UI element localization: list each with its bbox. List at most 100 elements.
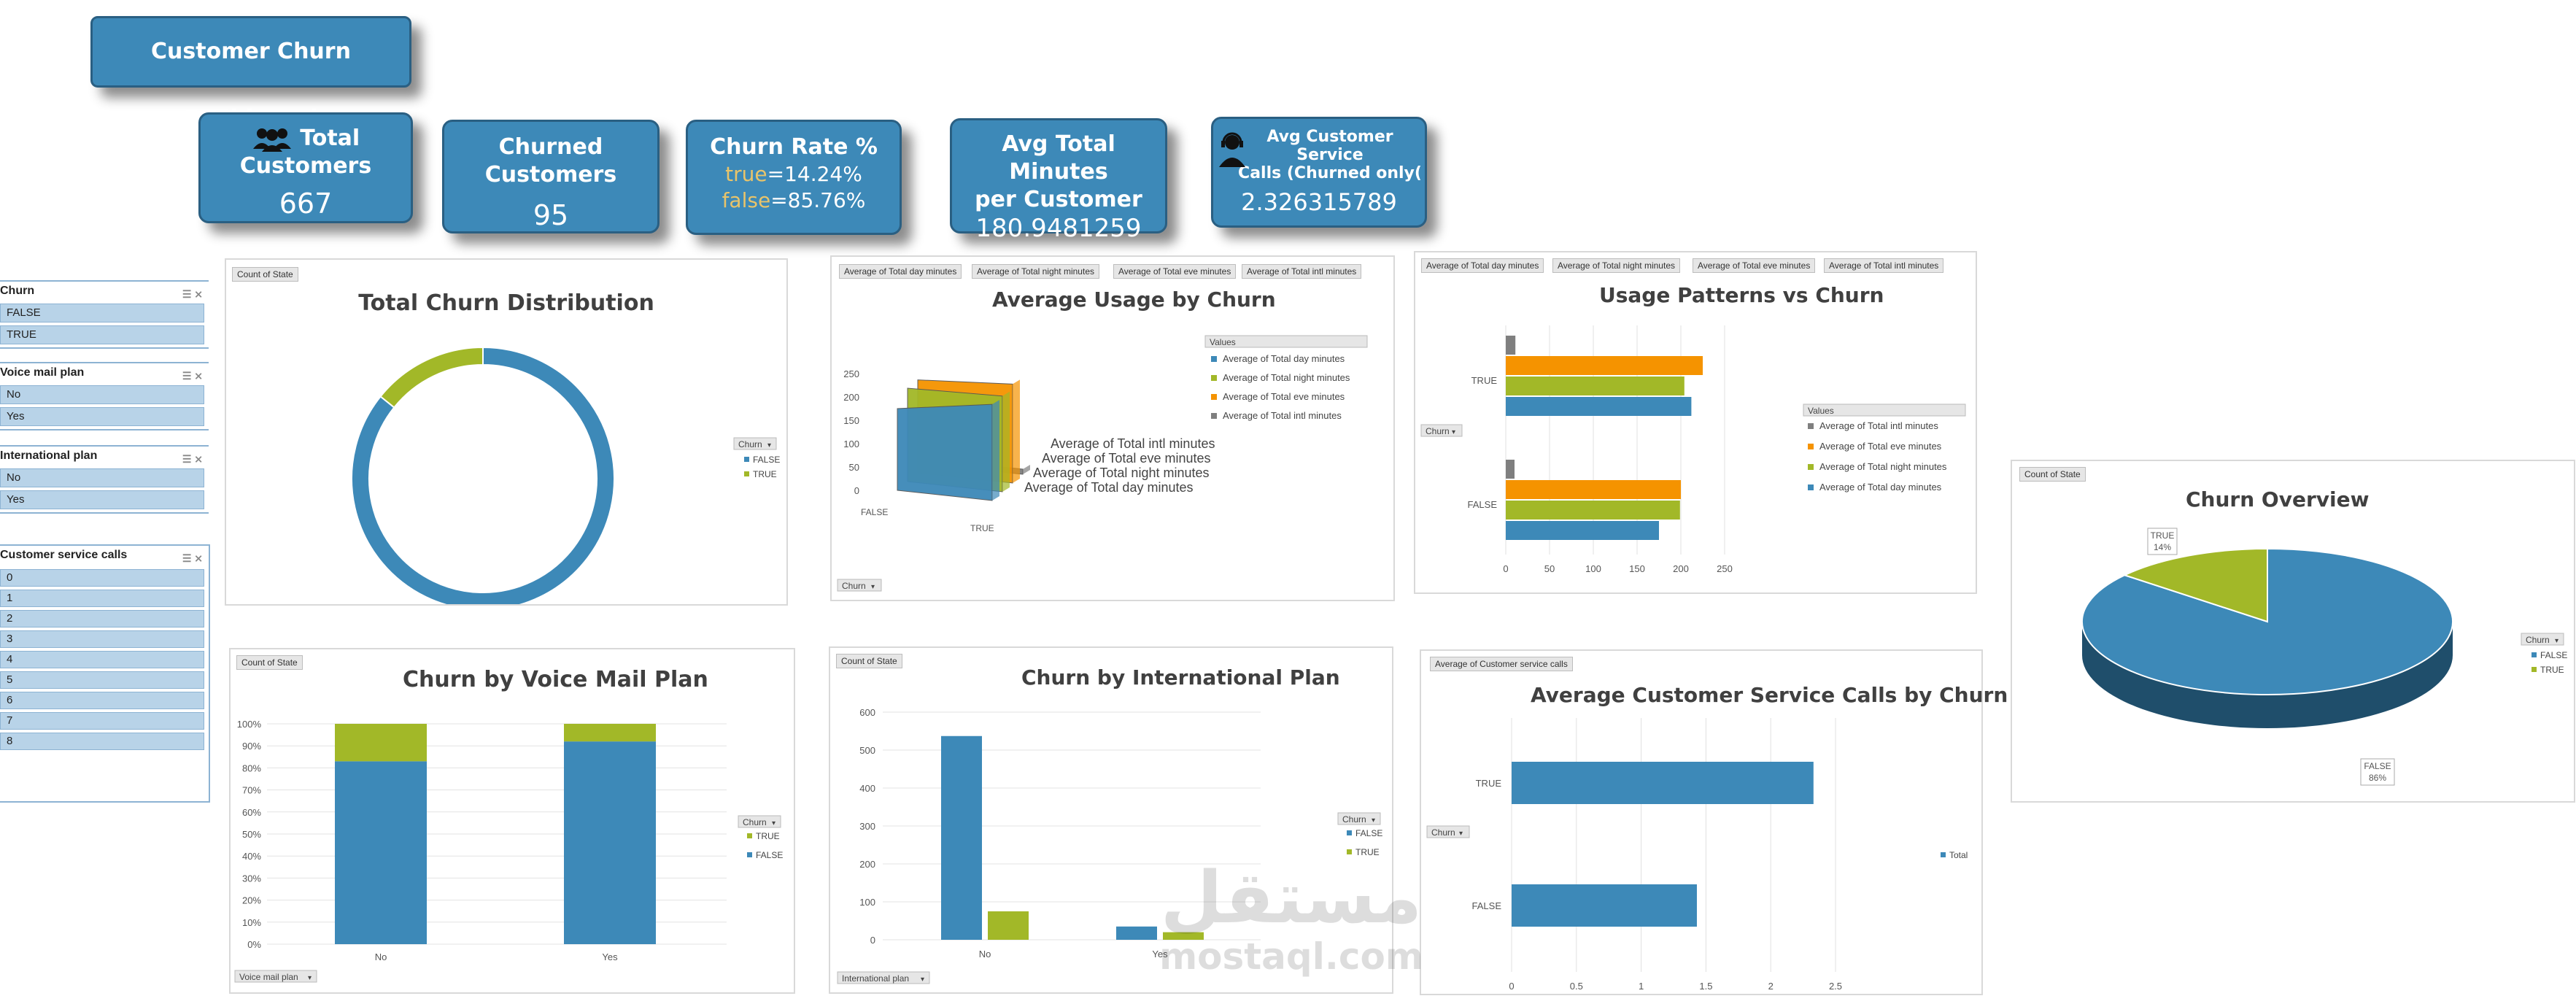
filter-chip-churn[interactable]	[1420, 424, 1463, 437]
pie-slice-true	[2122, 547, 2268, 623]
legend-swatch-false	[1347, 830, 1352, 835]
series-label: Average of Total eve minutes	[1042, 451, 1210, 466]
legend-chip-churn[interactable]	[733, 437, 777, 450]
slicer-calls-item[interactable]: 6	[0, 692, 204, 709]
pattern-bar-false-0	[1506, 521, 1659, 540]
legend-swatch-true	[2531, 667, 2537, 672]
clear-filter-icon[interactable]: ☰ ⨯	[182, 288, 203, 300]
y-tick-label: TRUE	[1476, 778, 1502, 789]
dropdown-icon[interactable]: ▾	[1452, 428, 1455, 436]
legend-item: Average of Total intl minutes	[1819, 420, 1938, 431]
field-chip-count-of-state[interactable]: Count of State	[2019, 467, 2086, 482]
slicer-calls-item[interactable]: 0	[0, 569, 204, 587]
x-tick-label: TRUE	[970, 523, 994, 533]
field-chip-avg-night[interactable]: Average of Total night minutes	[972, 264, 1099, 279]
panel-average-usage: Average of Total day minutes Average of …	[830, 255, 1395, 601]
legend-chip-values[interactable]	[1803, 403, 1966, 417]
legend-chip-churn[interactable]	[738, 815, 781, 828]
slicer-calls-title: Customer service calls	[0, 549, 128, 561]
filter-chip-international-plan[interactable]	[837, 971, 930, 984]
slicer-churn-item-false[interactable]: FALSE	[0, 304, 204, 323]
slicer-calls-item[interactable]: 4	[0, 651, 204, 668]
dropdown-icon[interactable]: ▾	[308, 974, 312, 982]
field-chip-count-of-state[interactable]: Count of State	[836, 654, 902, 668]
ip-bar-true-no	[988, 911, 1029, 940]
slicer-voice-mail-item-no[interactable]: No	[0, 385, 204, 404]
slicer-international-plan: International plan ☰ ⨯ No Yes	[0, 445, 209, 514]
y-tick-label: 200	[859, 859, 875, 870]
kpi-avg-service-calls: Avg Customer Service Calls (Churned only…	[1211, 117, 1427, 228]
service-calls-chart: 0 0.5 1 1.5 2 2.5 FALSE TRUE Total Churn ▾	[1426, 718, 1968, 992]
pattern-bar-true-2	[1506, 356, 1703, 375]
y-tick-label: 40%	[242, 851, 261, 862]
legend-item: Average of Total night minutes	[1223, 372, 1350, 383]
legend-title: Churn	[1342, 814, 1366, 825]
clear-filter-icon[interactable]: ☰ ⨯	[182, 453, 203, 465]
x-tick-label: Yes	[1152, 949, 1168, 959]
dropdown-icon[interactable]: ▾	[921, 976, 924, 984]
clear-filter-icon[interactable]: ☰ ⨯	[182, 552, 203, 564]
pattern-bar-true-3	[1506, 336, 1516, 355]
donut-chart: Churn ▾ FALSE TRUE	[351, 346, 780, 604]
field-chip-count-of-state[interactable]: Count of State	[232, 267, 298, 282]
legend-item-true: TRUE	[2540, 665, 2564, 675]
x-tick-label: 100	[1585, 563, 1601, 574]
dropdown-icon[interactable]: ▾	[772, 819, 775, 827]
usage-bar-side-2	[1013, 379, 1020, 483]
slicer-calls-item[interactable]: 2	[0, 610, 204, 628]
sc-bar-true	[1512, 762, 1814, 804]
slicer-churn-title: Churn	[0, 285, 35, 297]
kpi-avg-service-calls-label-2: Calls (Churned only(	[1238, 164, 1422, 182]
slicer-voice-mail-title: Voice mail plan	[0, 366, 85, 379]
field-chip-avg-service-calls[interactable]: Average of Customer service calls	[1430, 657, 1573, 671]
slicer-intl-item-no[interactable]: No	[0, 468, 204, 487]
legend-swatch-0	[1211, 356, 1217, 362]
legend-title: Values	[1808, 406, 1834, 416]
kpi-total-customers-value: 667	[279, 188, 333, 220]
dropdown-icon[interactable]: ▾	[1459, 830, 1463, 838]
slicer-intl-item-yes[interactable]: Yes	[0, 490, 204, 509]
dropdown-icon[interactable]: ▾	[767, 441, 771, 449]
panel-churn-overview: Count of State Churn Overview TRUE 14% FAL…	[2011, 460, 2575, 803]
legend-item-true: TRUE	[753, 469, 777, 479]
dropdown-icon[interactable]: ▾	[2555, 637, 2558, 645]
filter-chip-voice-mail-label: Voice mail plan	[239, 972, 298, 982]
y-tick-label: 150	[843, 415, 859, 426]
field-chip-avg-intl[interactable]: Average of Total intl minutes	[1242, 264, 1362, 279]
field-chip-avg-night[interactable]: Average of Total night minutes	[1552, 258, 1680, 273]
legend-chip-churn[interactable]	[1337, 812, 1381, 825]
field-chip-avg-day[interactable]: Average of Total day minutes	[1421, 258, 1544, 273]
field-chip-avg-day[interactable]: Average of Total day minutes	[839, 264, 962, 279]
field-chip-avg-eve[interactable]: Average of Total eve minutes	[1113, 264, 1237, 279]
legend-swatch-false	[744, 457, 749, 462]
filter-chip-voice-mail[interactable]	[234, 970, 317, 983]
field-chip-count-of-state[interactable]: Count of State	[236, 655, 303, 670]
dropdown-icon[interactable]: ▾	[1372, 816, 1375, 825]
slicer-calls-item[interactable]: 3	[0, 630, 204, 648]
legend-title: Churn	[2526, 635, 2550, 645]
clear-filter-icon[interactable]: ☰ ⨯	[182, 370, 203, 382]
legend-chip-values[interactable]	[1204, 335, 1368, 348]
kpi-avg-minutes-label-2: per Customer	[975, 187, 1142, 212]
usage-bar-side-3	[1023, 464, 1030, 474]
slicer-voice-mail-plan: Voice mail plan ☰ ⨯ No Yes	[0, 362, 209, 430]
y-tick-label: 80%	[242, 762, 261, 773]
slicer-churn-item-true[interactable]: TRUE	[0, 325, 204, 344]
slicer-calls-item[interactable]: 5	[0, 671, 204, 689]
x-tick-label: 250	[1717, 563, 1733, 574]
slicer-calls-item[interactable]: 1	[0, 590, 204, 607]
kpi-churn-rate: Churn Rate % true=14.24% false=85.76%	[686, 120, 902, 235]
dropdown-icon[interactable]: ▾	[871, 583, 875, 591]
y-tick-label: 70%	[242, 785, 261, 796]
slicer-calls-item[interactable]: 8	[0, 733, 204, 750]
legend-chip-churn[interactable]	[2521, 633, 2564, 646]
slicer-voice-mail-item-yes[interactable]: Yes	[0, 407, 204, 426]
field-chip-avg-intl[interactable]: Average of Total intl minutes	[1824, 258, 1944, 273]
field-chip-avg-eve[interactable]: Average of Total eve minutes	[1693, 258, 1816, 273]
filter-chip-churn[interactable]	[1426, 825, 1470, 838]
filter-chip-churn[interactable]	[837, 579, 882, 592]
chart-title-total-churn: Total Churn Distribution	[358, 290, 654, 316]
legend-item: Average of Total day minutes	[1819, 482, 1942, 493]
slicer-calls-item[interactable]: 7	[0, 712, 204, 730]
